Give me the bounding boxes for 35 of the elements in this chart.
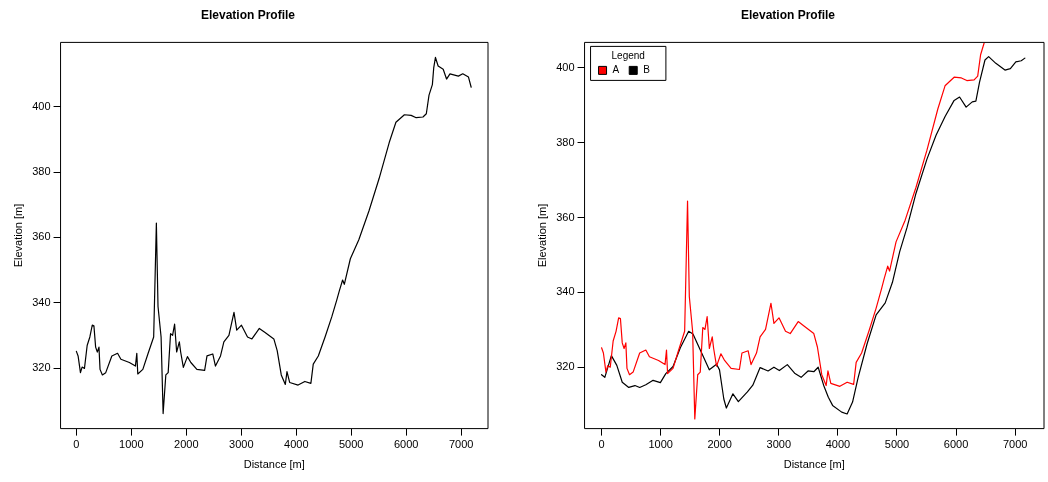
x-tick-label: 1000 xyxy=(119,438,144,451)
y-tick-label: 400 xyxy=(32,99,51,112)
x-tick-label: 3000 xyxy=(229,438,254,451)
y-axis-title: Elevation [m] xyxy=(535,203,548,268)
chart-title: Elevation Profile xyxy=(200,7,296,22)
y-tick-label: 340 xyxy=(32,295,51,308)
y-tick-label: 360 xyxy=(556,210,575,223)
x-tick-label: 3000 xyxy=(766,438,792,451)
y-tick-label: 360 xyxy=(32,230,51,243)
legend-title: Legend xyxy=(611,50,645,62)
legend-label: A xyxy=(612,64,620,76)
x-tick-label: 7000 xyxy=(1002,438,1028,451)
x-tick-label: 7000 xyxy=(448,438,474,451)
y-tick-label: 340 xyxy=(556,285,575,298)
y-tick-label: 400 xyxy=(556,60,575,73)
x-tick-label: 1000 xyxy=(648,438,673,451)
chart-title: Elevation Profile xyxy=(740,7,836,22)
x-tick-label: 4000 xyxy=(825,438,851,451)
x-tick-label: 6000 xyxy=(393,438,419,451)
y-tick-label: 380 xyxy=(556,135,575,148)
x-axis-title: Distance [m] xyxy=(243,458,305,471)
y-axis-title: Elevation [m] xyxy=(11,203,24,268)
x-tick-label: 6000 xyxy=(943,438,969,451)
x-tick-label: 0 xyxy=(598,438,605,451)
y-tick-label: 320 xyxy=(32,361,51,374)
y-tick-label: 320 xyxy=(556,360,575,373)
x-tick-label: 5000 xyxy=(338,438,364,451)
x-tick-label: 5000 xyxy=(884,438,910,451)
y-tick-label: 380 xyxy=(32,165,51,178)
x-tick-label: 2000 xyxy=(707,438,732,451)
x-axis-title: Distance [m] xyxy=(783,458,845,471)
x-tick-label: 4000 xyxy=(284,438,309,451)
legend-label: B xyxy=(643,64,651,76)
x-tick-label: 2000 xyxy=(174,438,199,451)
x-tick-label: 0 xyxy=(73,438,80,451)
